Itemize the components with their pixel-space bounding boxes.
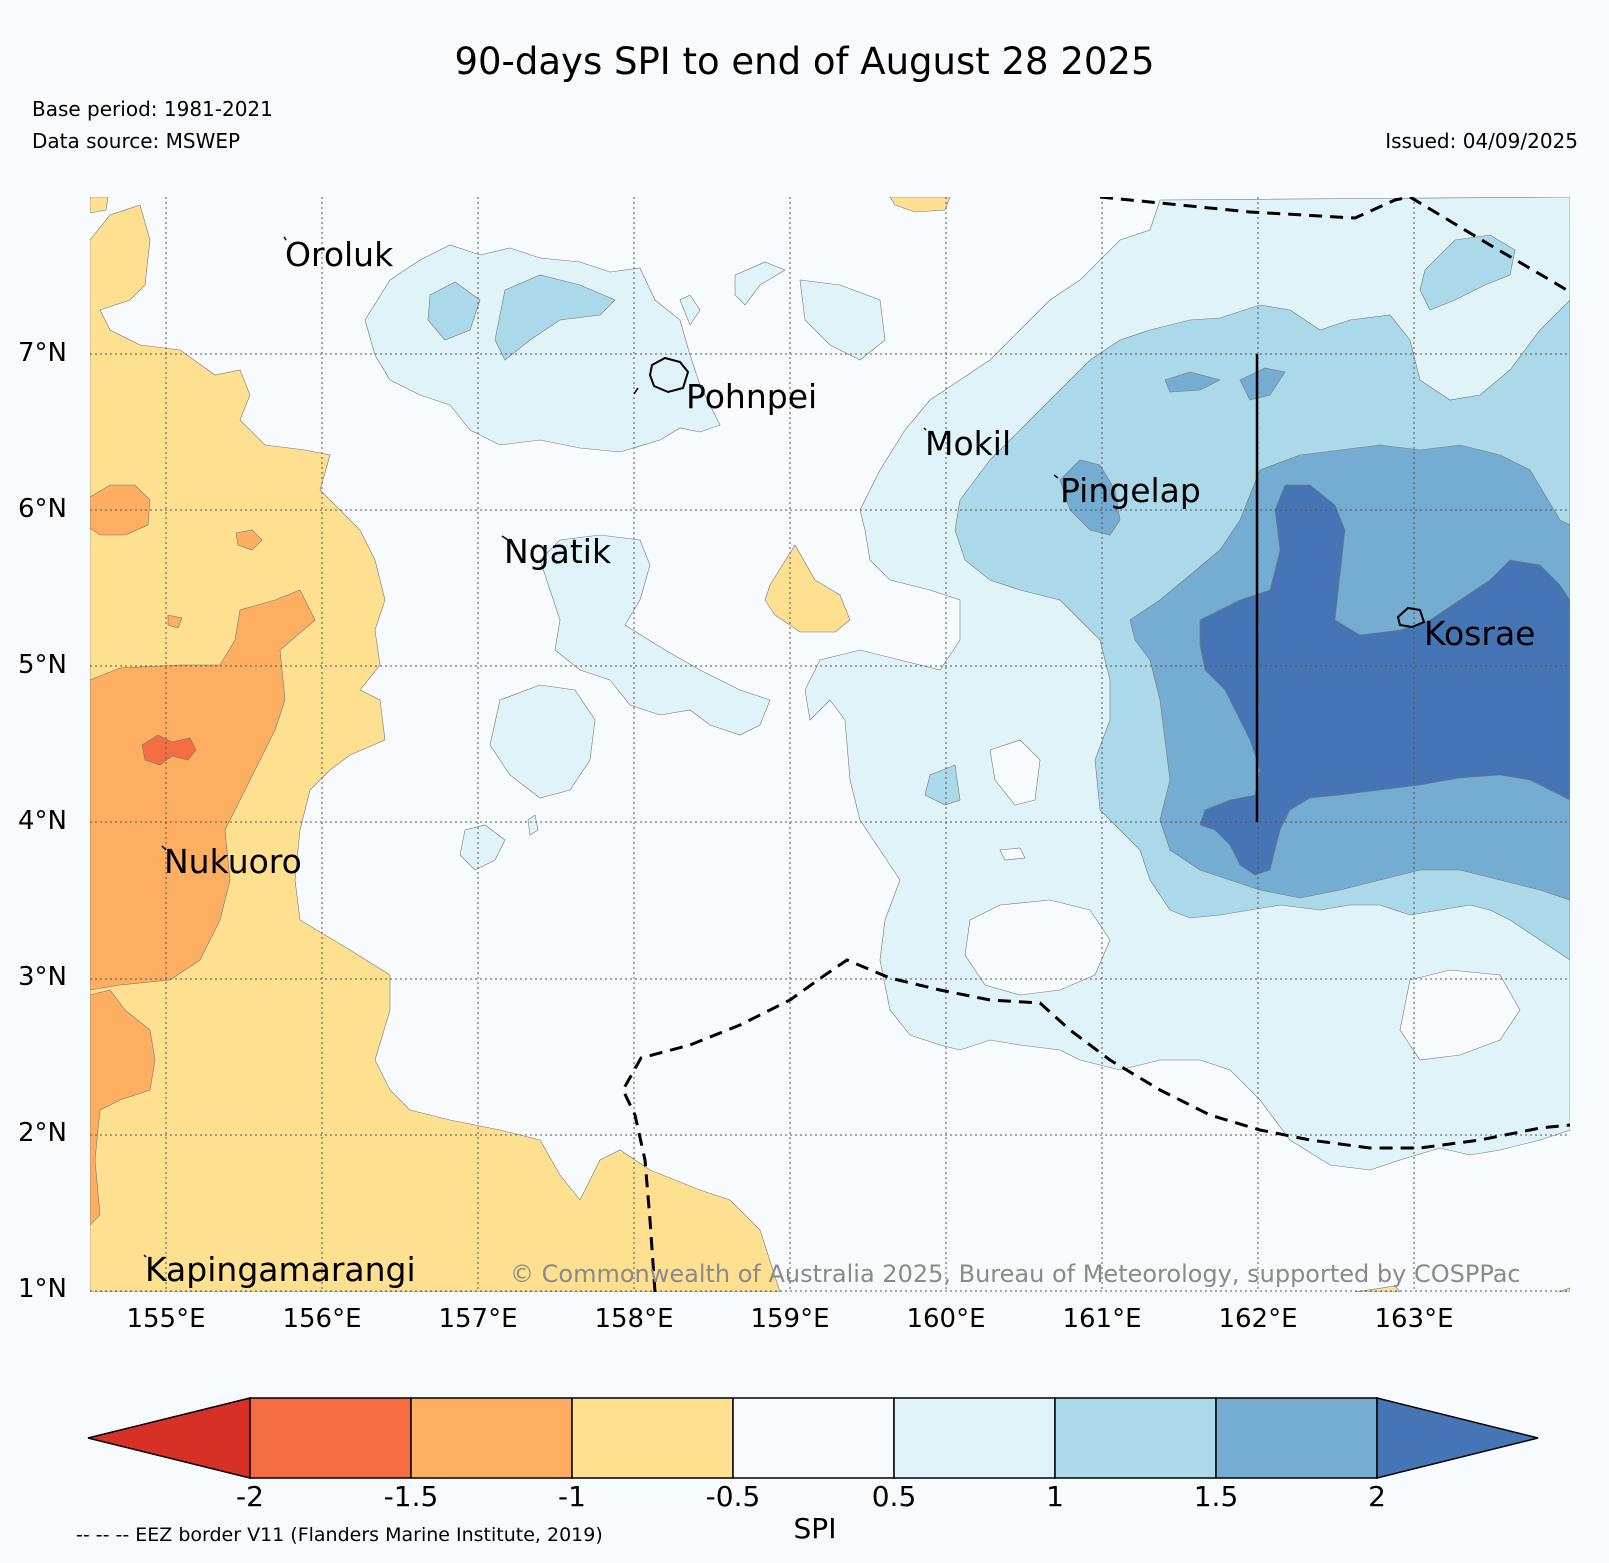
place-pohnpei: Pohnpei — [686, 377, 818, 416]
place-kapingamarangi: Kapingamarangi — [145, 1250, 416, 1289]
colorbar — [87, 1397, 1539, 1479]
wet-region-ngatik — [539, 534, 771, 736]
colorbar-title: SPI — [793, 1512, 837, 1545]
lon-label-158e: 158°E — [594, 1304, 674, 1334]
lon-label-162e: 162°E — [1218, 1304, 1298, 1334]
lon-label-159e: 159°E — [750, 1304, 830, 1334]
dry-patch-central — [764, 544, 851, 633]
severely-dry-patch — [141, 734, 197, 766]
colorbar-tick: -1 — [558, 1480, 586, 1513]
lat-label-4n: 4°N — [18, 806, 67, 836]
wet-region-east-very-high — [1199, 484, 1570, 876]
colorbar-tick: 2 — [1368, 1480, 1386, 1513]
lat-label-5n: 5°N — [18, 650, 67, 680]
dry-region-west — [90, 204, 781, 1292]
place-nukuoro: Nukuoro — [164, 842, 302, 881]
lat-label-2n: 2°N — [18, 1118, 67, 1148]
place-mokil: Mokil — [925, 424, 1012, 463]
base-period: Base period: 1981-2021 — [32, 97, 273, 121]
place-ngatik: Ngatik — [504, 532, 612, 571]
eez-legend-note: -- -- -- EEZ border V11 (Flanders Marine… — [76, 1524, 603, 1546]
colorbar-tick: 0.5 — [871, 1480, 917, 1513]
lat-label-7n: 7°N — [18, 338, 67, 368]
lon-label-160e: 160°E — [906, 1304, 986, 1334]
atoll-markers — [143, 236, 1059, 1258]
colorbar-tick: -0.5 — [705, 1480, 761, 1513]
place-kosrae: Kosrae — [1424, 614, 1536, 653]
lat-label-1n: 1°N — [18, 1274, 67, 1304]
moderately-dry-west-south — [90, 989, 156, 1226]
place-pingelap: Pingelap — [1060, 471, 1201, 510]
lon-label-155e: 155°E — [126, 1304, 206, 1334]
place-oroluk: Oroluk — [285, 235, 394, 274]
colorbar-tick: -1.5 — [383, 1480, 439, 1513]
colorbar-tick: 1.5 — [1193, 1480, 1239, 1513]
lat-label-6n: 6°N — [18, 494, 67, 524]
data-source: Data source: MSWEP — [32, 129, 241, 153]
moderately-dry-west — [90, 589, 316, 991]
copyright-notice: © Commonwealth of Australia 2025, Bureau… — [510, 1260, 1521, 1288]
lon-label-156e: 156°E — [282, 1304, 362, 1334]
lon-label-161e: 161°E — [1062, 1304, 1142, 1334]
map-title: 90-days SPI to end of August 28 2025 — [454, 40, 1155, 83]
pohnpei-island — [648, 356, 690, 394]
colorbar-tick: 1 — [1046, 1480, 1064, 1513]
issued-date: Issued: 04/09/2025 — [1385, 129, 1578, 153]
colorbar-tick: -2 — [236, 1480, 264, 1513]
lon-label-157e: 157°E — [438, 1304, 518, 1334]
lon-label-163e: 163°E — [1374, 1304, 1454, 1334]
kosrae-island — [1396, 606, 1426, 629]
eez-border — [621, 197, 1570, 1292]
lat-label-3n: 3°N — [18, 962, 67, 992]
